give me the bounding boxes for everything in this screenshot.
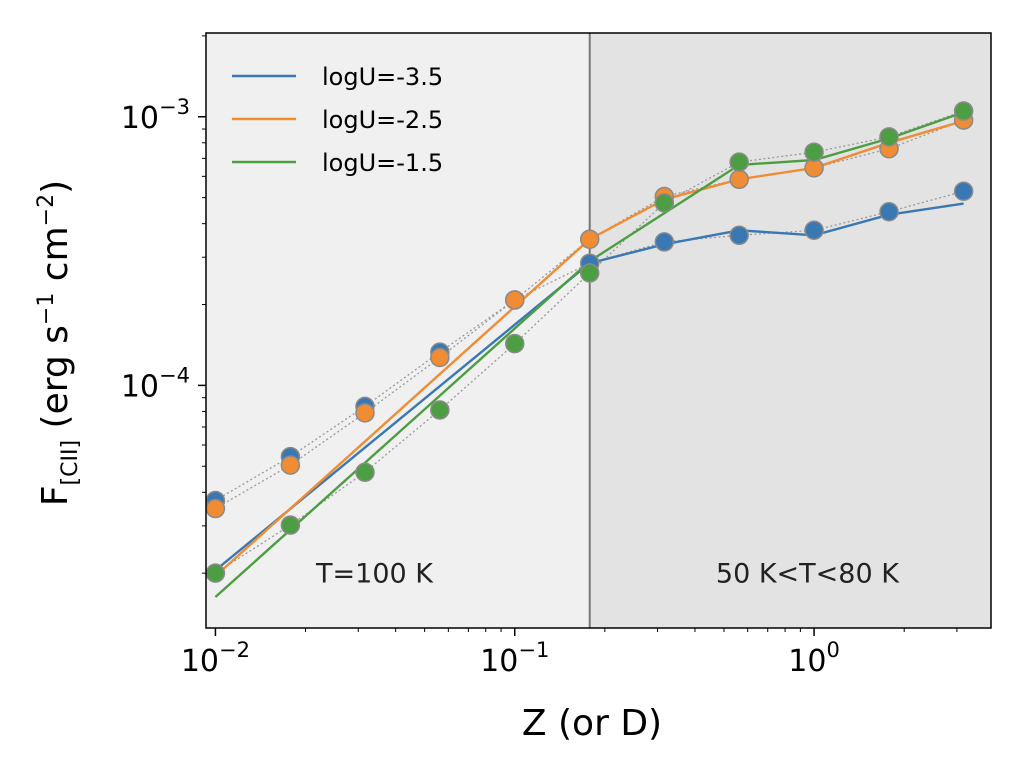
series-3-point xyxy=(953,101,974,121)
series-2-point xyxy=(430,347,450,368)
x-tick-base: 10 xyxy=(480,644,518,679)
x-tick-label: 10−2 xyxy=(181,638,250,679)
dotted-connector-lines xyxy=(215,110,964,574)
y-tick-label: 10−3 xyxy=(121,95,190,136)
legend: logU=-3.5 logU=-2.5 logU=-1.5 xyxy=(232,63,443,177)
series-2-connector xyxy=(215,119,964,510)
plot-frame xyxy=(205,32,992,629)
series-3-point xyxy=(430,400,450,420)
x-tick-exponent: 0 xyxy=(826,638,839,662)
region-2-label: 50 K<T<80 K xyxy=(716,558,900,589)
series-1-point xyxy=(953,181,974,202)
x-tick-exponent: −1 xyxy=(518,638,549,662)
y-tick-base: 10 xyxy=(121,369,159,404)
y-tick-base: 10 xyxy=(121,101,159,136)
series-2-point xyxy=(355,403,375,423)
series-3-point xyxy=(205,563,226,583)
y-tick-label: 10−4 xyxy=(121,363,190,404)
y-label-exp1: −1 xyxy=(34,293,59,325)
series-2-point xyxy=(729,169,749,190)
x-tick-exponent: −2 xyxy=(219,638,250,662)
x-tick-base: 10 xyxy=(181,644,219,679)
series-1-point xyxy=(879,201,899,222)
x-tick-label: 100 xyxy=(788,638,840,679)
series-1-point xyxy=(729,225,749,246)
x-axis-ticks: 10−2 10−1 100 xyxy=(181,628,958,679)
region-1-label: T=100 K xyxy=(315,558,434,589)
y-label-sub: [CII] xyxy=(58,440,83,486)
y-label-mid: cm xyxy=(35,226,76,292)
series-1-point xyxy=(654,232,675,252)
series-3-connector xyxy=(215,110,964,574)
series-3-point xyxy=(505,333,525,354)
series-2-point xyxy=(579,229,600,249)
series-3-point xyxy=(729,152,749,172)
y-tick-exponent: −3 xyxy=(159,95,190,119)
region-labels: T=100 K 50 K<T<80 K xyxy=(315,558,900,589)
x-tick-label: 10−1 xyxy=(480,638,549,679)
legend-label-2: logU=-2.5 xyxy=(322,106,443,134)
region-1-shading xyxy=(206,33,590,628)
y-label-main: F xyxy=(35,485,76,506)
series-2-point xyxy=(505,290,525,310)
series-3-point xyxy=(804,142,824,162)
y-label-exp2: −2 xyxy=(34,194,59,226)
legend-label-1: logU=-3.5 xyxy=(322,63,443,91)
y-tick-exponent: −4 xyxy=(159,363,190,387)
series-3-fit-line xyxy=(214,111,964,598)
series-3-point xyxy=(879,127,899,147)
series-3-point xyxy=(579,263,600,283)
series-1-connector xyxy=(215,190,964,501)
series-1-point xyxy=(804,220,824,241)
y-axis-ticks: 10−410−3 xyxy=(121,35,206,574)
y-axis-label: F[CII] (erg s−1 cm−2) xyxy=(34,180,83,506)
y-label-close: ) xyxy=(35,180,76,194)
y-label-rest: (erg s xyxy=(35,325,76,440)
x-tick-base: 10 xyxy=(788,644,826,679)
series-2-point xyxy=(280,455,301,475)
x-axis-label: Z (or D) xyxy=(522,703,662,744)
series-2-point xyxy=(205,498,226,519)
legend-label-3: logU=-1.5 xyxy=(322,149,443,177)
series-3-point xyxy=(654,193,675,213)
series-3-point xyxy=(280,515,301,535)
series-3-point xyxy=(355,462,375,482)
data-points xyxy=(205,101,974,583)
